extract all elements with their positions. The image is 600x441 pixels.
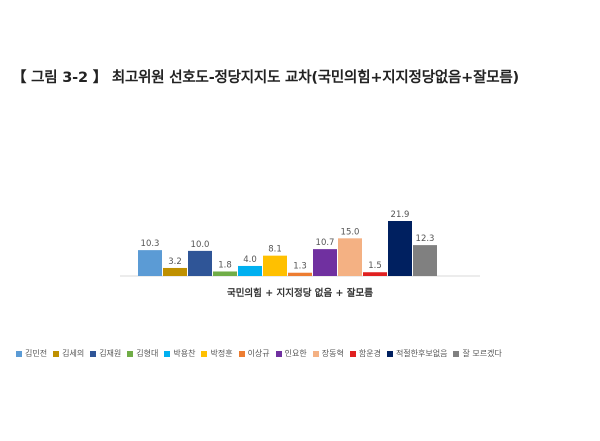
- value-label: 12.3: [416, 234, 435, 244]
- legend-swatch: [201, 350, 208, 357]
- value-label: 1.8: [218, 260, 232, 270]
- legend-item: 김재원: [90, 348, 121, 359]
- chart-title: 【 그림 3-2 】 최고위원 선호도-정당지지도 교차(국민의힘+지지정당없음…: [12, 70, 519, 86]
- legend-swatch: [53, 350, 60, 357]
- legend-swatch: [349, 350, 356, 357]
- bar-적절한후보없음: [388, 221, 412, 276]
- legend: 김민전 김세의 김재원 김형대 박용찬 박정훈 이상규 인요한 장동혁 함운경 적절한후보없음 잘 모…: [16, 348, 596, 359]
- legend-swatch: [312, 350, 319, 357]
- legend-swatch: [90, 350, 97, 357]
- legend-label: 김민전: [25, 349, 48, 358]
- bar-이상규: [288, 272, 312, 276]
- legend-item: 함운경: [349, 348, 381, 359]
- bar-박용찬: [238, 265, 262, 276]
- bar-김형대: [213, 271, 237, 276]
- bar-인요한: [313, 249, 337, 276]
- value-label: 10.3: [141, 239, 160, 249]
- legend-swatch: [127, 350, 134, 357]
- bar-김재원: [188, 250, 212, 276]
- legend-item: 김세의: [53, 348, 84, 359]
- bar-박정훈: [263, 255, 287, 276]
- legend-item: 박용찬: [164, 348, 195, 359]
- legend-label: 장동혁: [321, 349, 344, 358]
- legend-swatch: [453, 350, 460, 357]
- legend-label: 김형대: [136, 349, 159, 358]
- legend-swatch: [164, 350, 171, 357]
- value-label: 10.0: [191, 240, 210, 250]
- legend-label: 이상규: [247, 349, 270, 358]
- legend-item: 김민전: [16, 348, 47, 359]
- legend-swatch: [16, 350, 22, 357]
- value-label: 1.5: [368, 261, 382, 271]
- value-label: 15.0: [341, 227, 360, 237]
- value-label: 10.7: [316, 238, 335, 248]
- legend-item: 박정훈: [201, 348, 233, 359]
- legend-item: 김형대: [127, 348, 158, 359]
- legend-item: 적절한후보없음: [386, 348, 448, 359]
- legend-label: 함운경: [358, 349, 381, 358]
- legend-label: 박정훈: [210, 349, 233, 358]
- legend-swatch: [386, 350, 393, 357]
- bar-함운경: [363, 272, 387, 276]
- value-label: 3.2: [168, 257, 182, 267]
- value-label: 1.3: [293, 262, 307, 272]
- legend-label: 박용찬: [173, 349, 196, 358]
- legend-label: 잘 모르겠다: [462, 349, 502, 358]
- legend-item: 잘 모르겠다: [453, 348, 502, 359]
- bar-장동혁: [338, 238, 362, 276]
- value-label: 8.1: [268, 245, 282, 255]
- bars-group: [138, 221, 437, 276]
- category-label: 국민의힘 + 지지정당 없음 + 잘모름: [227, 287, 373, 299]
- value-label: 21.9: [391, 210, 410, 220]
- bar-잘 모르겠다: [413, 245, 437, 276]
- value-label: 4.0: [243, 255, 257, 265]
- legend-label: 김세의: [62, 349, 85, 358]
- legend-label: 인요한: [284, 349, 307, 358]
- bar-김세의: [163, 267, 187, 276]
- legend-item: 이상규: [238, 348, 270, 359]
- legend-label: 적절한후보없음: [395, 349, 448, 358]
- value-labels-group: 10.3 3.2 10.0 1.8 4.0 8.1 1.3 10.7 15.0 1.5 21.9 12…: [141, 210, 435, 272]
- legend-item: 장동혁: [312, 348, 344, 359]
- legend-swatch: [238, 350, 245, 357]
- legend-item: 인요한: [275, 348, 307, 359]
- bar-김민전: [138, 250, 162, 276]
- legend-swatch: [275, 350, 282, 357]
- legend-label: 김재원: [99, 349, 122, 358]
